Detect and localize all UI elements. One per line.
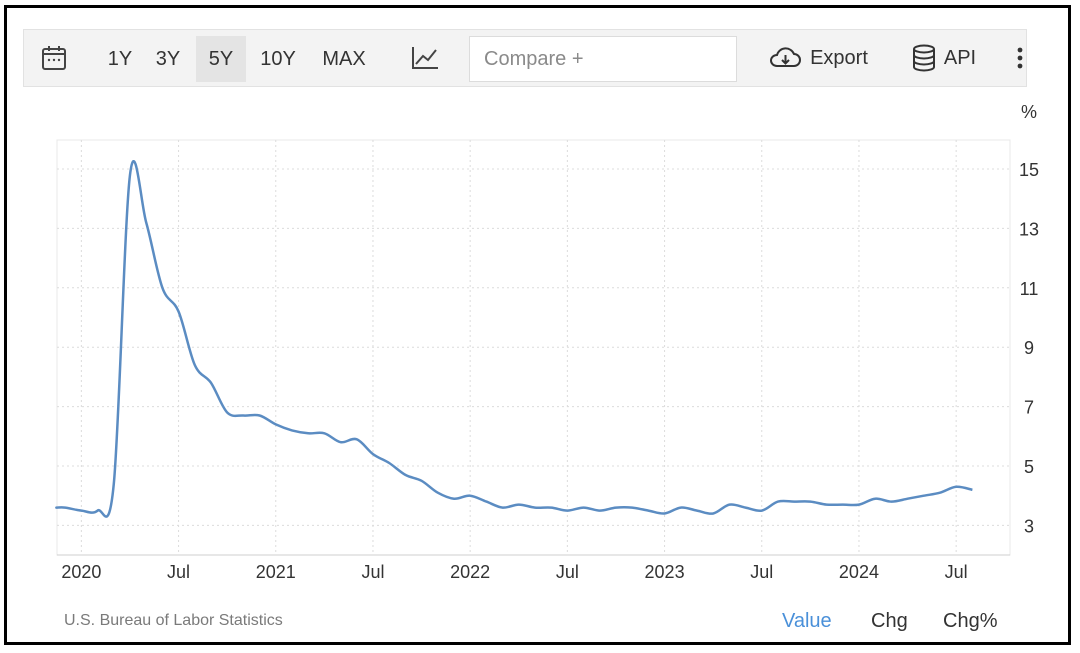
source-label: U.S. Bureau of Labor Statistics (64, 612, 283, 629)
x-tick-label: Jul (556, 562, 579, 582)
range-10y-button[interactable]: 10Y (260, 47, 296, 70)
x-tick-label: 2023 (645, 562, 685, 582)
compare-input[interactable] (469, 36, 737, 82)
range-1y-button[interactable]: 1Y (107, 47, 133, 70)
calendar-icon[interactable] (38, 30, 70, 86)
export-label: Export (810, 46, 868, 69)
series-line (55, 160, 973, 518)
x-tick-label: Jul (167, 562, 190, 582)
x-tick-label: 2024 (839, 562, 879, 582)
api-button[interactable]: API (904, 30, 984, 86)
x-tick-label: Jul (750, 562, 773, 582)
tab-value[interactable]: Value (782, 610, 832, 632)
tab-chg-pct[interactable]: Chg% (943, 610, 998, 632)
x-tick-label: 2022 (450, 562, 490, 582)
unemployment-line-chart: % 15 13 11 9 7 5 3 2020 Jul 2021 Jul 2022 Jul 2023 Ju… (55, 102, 1039, 582)
more-vert-icon[interactable] (1012, 30, 1028, 86)
line-chart-icon[interactable] (408, 30, 442, 86)
y-gridlines (57, 168, 1010, 526)
y-tick-label: 15 (1019, 160, 1039, 180)
api-label: API (943, 46, 977, 69)
tab-chg[interactable]: Chg (871, 610, 908, 632)
database-icon (912, 44, 936, 72)
outer-frame (4, 5, 1071, 645)
chart-toolbar: 1Y 3Y 5Y 10Y MAX Export API (23, 29, 1027, 87)
unit-label: % (1021, 102, 1037, 122)
y-tick-label: 11 (1020, 279, 1039, 299)
range-5y-button[interactable]: 5Y (196, 36, 246, 82)
y-tick-label: 5 (1024, 457, 1034, 477)
y-tick-label: 9 (1024, 338, 1034, 358)
y-tick-label: 7 (1024, 398, 1034, 418)
x-tick-label: Jul (945, 562, 968, 582)
cloud-download-icon (768, 46, 802, 70)
y-tick-label: 3 (1024, 516, 1034, 536)
x-tick-label: 2021 (256, 562, 296, 582)
range-max-button[interactable]: MAX (322, 47, 366, 70)
x-tick-labels: 2020 Jul 2021 Jul 2022 Jul 2023 Jul 2024 Jul (61, 562, 967, 582)
export-button[interactable]: Export (762, 30, 874, 86)
y-tick-label: 13 (1019, 219, 1039, 239)
y-tick-labels: 15 13 11 9 7 5 3 (1019, 160, 1039, 536)
x-tick-label: 2020 (61, 562, 101, 582)
x-tick-label: Jul (361, 562, 384, 582)
range-3y-button[interactable]: 3Y (155, 47, 181, 70)
